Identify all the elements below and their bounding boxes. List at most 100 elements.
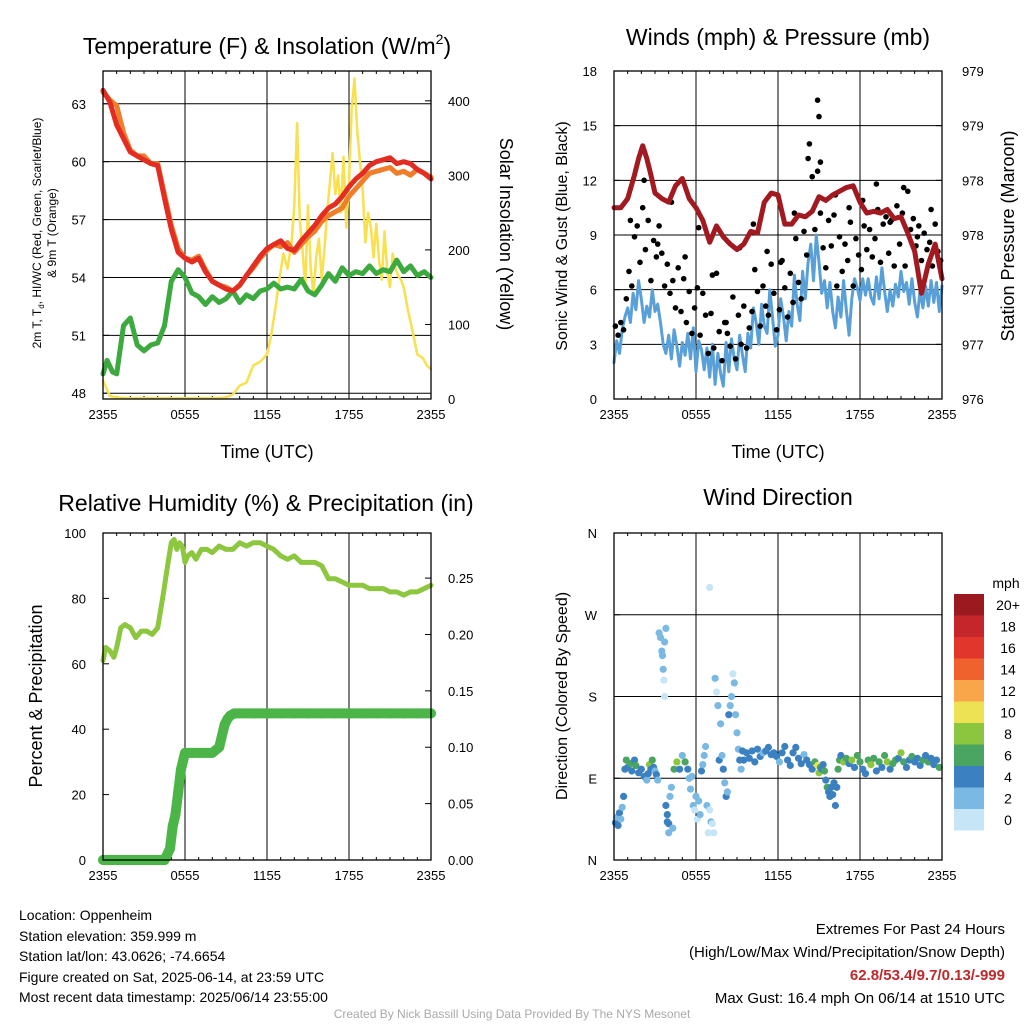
wind-direction-point [842,754,850,762]
winds-gust-point [709,272,716,278]
wind-direction-point [704,829,712,837]
winds-gust-point [828,243,835,249]
humidity-precip-point [316,708,327,719]
winds-gust-point [784,314,791,320]
winds-gust-point [650,237,657,244]
colorbar-label: 20+ [996,597,1020,613]
winds-gust-point [659,250,665,256]
winds-gust-point [902,263,908,269]
winds-gust-point [637,259,643,266]
humidity-title: Relative Humidity (%) & Precipitation (i… [58,490,473,516]
wind-direction-point [773,752,781,761]
winds-gust-point [752,266,758,273]
extremes-info: Extremes For Past 24 Hours (High/Low/Max… [689,918,1005,1010]
winds-gust-point [765,312,772,319]
humidity-precip-point [262,708,272,719]
colorbar-label: 8 [1004,726,1012,742]
winds-gust-point [885,250,892,256]
humidity-precip-point [344,708,354,719]
winds-ytick-label: 18 [583,64,597,79]
winds-gust-point [809,173,815,180]
colorbar-label: 0 [1004,812,1012,828]
temperature-ytick-right-label: 0 [448,392,455,407]
winds-gust-point [645,217,651,224]
winds-gust-point [667,290,673,297]
winds-xtick-label: 2355 [928,407,957,422]
humidity-ylabel: Percent & Precipitation [26,604,46,787]
humidity-precip-point [385,708,395,719]
winds-gust-point [675,265,681,271]
winds-gust-point [711,345,717,351]
winds-gust-point [846,204,852,211]
winds-gust-point [741,303,747,309]
humidity-precip-point [275,708,286,719]
wind-direction-title: Wind Direction [703,484,853,510]
winds-gust-point [836,234,843,240]
colorbar-swatch [954,615,984,637]
winds-gust-point [738,341,744,348]
winds-gust-point [894,203,900,209]
wind-direction-point [745,754,753,762]
wind-direction-xtick-label: 2355 [928,868,957,883]
wind-direction-point [673,758,681,766]
winds-ytick-label: 9 [590,228,597,243]
wind-direction-frame [613,532,943,861]
recent-data-text: Most recent data timestamp: 2025/06/14 2… [19,989,328,1005]
wind-direction-point [719,765,727,773]
wind-direction-point [789,749,797,757]
winds-gust-point [724,330,731,337]
temperature-title: Temperature (F) & Insolation (W/m2) [83,31,451,59]
wind-direction-point [632,761,640,770]
extremes-subtitle: (High/Low/Max Wind/Precipitation/Snow De… [689,944,1005,961]
humidity-ytick-right-label: 0.10 [448,740,473,755]
humidity-panel: Relative Humidity (%) & Precipitation (i… [26,490,474,883]
temperature-ytick-label: 54 [72,270,86,285]
winds-gust-point [787,270,794,277]
temperature-xlabel: Time (UTC) [220,442,313,462]
wind-direction-point [935,763,943,772]
humidity-precip-point [170,809,181,820]
humidity-xtick-label: 2355 [417,868,446,883]
humidity-ytick-label: 100 [64,526,86,541]
winds-gust-point [805,155,811,162]
winds-gust-point [771,290,777,297]
winds-gust-point [896,241,903,247]
winds-gust-point [700,290,706,297]
wind-direction-point [691,806,699,814]
colorbar-label: 6 [1004,748,1012,764]
winds-gust-point [932,221,938,227]
winds-ytick-label: 0 [590,392,597,407]
wind-direction-point [699,761,707,769]
wind-direction-point [712,688,721,696]
wind-direction-point [660,676,668,684]
winds-gust-point [672,305,679,311]
winds-ytick-right-label: 976 [962,392,984,407]
winds-gust-point [834,283,840,289]
wind-direction-point [711,674,719,682]
winds-gust-point [705,350,712,357]
wind-direction-point [822,776,830,784]
wind-direction-point [684,765,692,773]
winds-xtick-label: 1155 [764,407,792,422]
winds-gust-point [686,288,692,295]
winds-gust-point [831,212,837,218]
temperature-ytick-label: 63 [72,97,86,112]
winds-xtick-label: 2355 [600,407,629,422]
winds-gust-point [670,277,676,284]
wind-direction-point [710,829,718,837]
elevation-text: Station elevation: 359.999 m [19,927,197,944]
humidity-ytick-label: 80 [72,591,86,606]
winds-gust-point [627,217,634,224]
winds-gust-point [921,230,927,236]
winds-gust-point [723,319,729,326]
winds-gust-point [929,263,936,269]
winds-gust-point [864,246,870,253]
wind-direction-point [829,791,837,799]
extremes-values: 62.8/53.4/9.7/0.13/-999 [849,967,1005,984]
station-info: Location: Oppenheim Station elevation: 3… [19,905,328,1008]
wind-direction-point [861,770,870,778]
wind-direction-xtick-label: 0555 [682,868,711,883]
extremes-title: Extremes For Past 24 Hours [815,921,1005,938]
winds-gust-point [642,246,649,253]
